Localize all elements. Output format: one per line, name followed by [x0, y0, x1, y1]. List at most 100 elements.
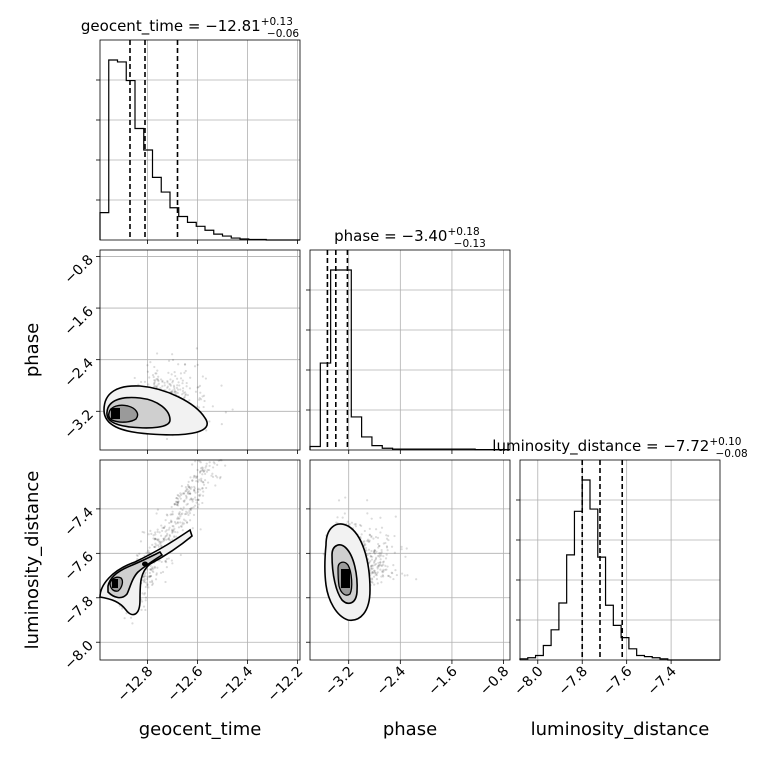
scatter-point: [202, 481, 205, 484]
scatter-point: [191, 479, 194, 482]
scatter-point: [379, 558, 382, 561]
scatter-point: [202, 470, 206, 473]
scatter-point: [202, 470, 205, 473]
scatter-point: [175, 386, 179, 389]
contour-peak: [111, 408, 120, 419]
scatter-point: [154, 546, 157, 549]
scatter-point: [372, 575, 376, 578]
scatter-point: [200, 477, 203, 480]
scatter-point: [156, 384, 159, 387]
scatter-point: [164, 560, 167, 563]
scatter-point: [186, 483, 190, 486]
scatter-point: [173, 527, 176, 530]
scatter-point: [144, 596, 148, 599]
scatter-point: [166, 514, 169, 517]
scatter-point: [167, 538, 171, 541]
scatter-point: [168, 521, 171, 525]
scatter-point: [171, 379, 175, 382]
scatter-point: [149, 568, 153, 571]
scatter-point: [177, 526, 181, 529]
scatter-point: [199, 398, 203, 401]
scatter-point: [337, 499, 341, 502]
scatter-point: [186, 490, 190, 494]
scatter-point: [165, 561, 168, 564]
scatter-point: [181, 529, 184, 532]
scatter-point: [384, 568, 387, 571]
scatter-point: [170, 559, 173, 562]
scatter-point: [385, 553, 388, 556]
scatter-point: [373, 551, 376, 554]
scatter-point: [183, 522, 186, 525]
scatter-point: [179, 388, 182, 391]
scatter-point: [385, 546, 389, 549]
scatter-point: [197, 490, 200, 493]
scatter-point: [370, 534, 373, 538]
scatter-point: [175, 501, 178, 504]
scatter-point: [195, 501, 198, 504]
scatter-point: [180, 393, 184, 396]
scatter-point: [197, 498, 200, 501]
scatter-point: [387, 538, 390, 542]
x-tick-label-geocent_time: −12.6: [165, 663, 207, 705]
scatter-point: [198, 460, 201, 463]
scatter-point: [371, 578, 374, 581]
scatter-point: [389, 576, 392, 579]
scatter-point: [214, 474, 218, 477]
scatter-point: [196, 468, 199, 472]
scatter-point: [177, 494, 180, 497]
scatter-point: [141, 578, 144, 582]
scatter-point: [189, 508, 193, 512]
scatter-point: [365, 549, 368, 552]
scatter-point: [195, 347, 198, 350]
scatter-point: [143, 579, 146, 582]
scatter-point: [171, 538, 174, 541]
scatter-point: [158, 541, 161, 544]
scatter-point: [374, 573, 377, 576]
scatter-point: [210, 474, 213, 477]
scatter-point: [144, 599, 147, 602]
scatter-point: [184, 519, 187, 522]
y-tick-label-luminosity_distance: −7.8: [61, 593, 96, 628]
scatter-point: [371, 581, 374, 584]
scatter-point: [205, 429, 208, 432]
scatter-point: [160, 544, 163, 547]
scatter-point: [196, 475, 199, 478]
scatter-point: [202, 483, 206, 486]
scatter-point: [390, 571, 393, 574]
scatter-point: [180, 525, 183, 528]
scatter-point: [194, 390, 198, 393]
scatter-point: [155, 372, 158, 375]
scatter-point: [153, 545, 156, 548]
scatter-point: [203, 469, 206, 472]
scatter-point: [213, 462, 216, 465]
scatter-point: [154, 578, 158, 581]
scatter-point: [159, 541, 163, 544]
scatter-point: [403, 574, 406, 577]
scatter-point: [197, 480, 200, 483]
scatter-point: [189, 519, 192, 522]
scatter-point: [354, 523, 357, 526]
scatter-point: [224, 411, 227, 414]
scatter-point: [186, 488, 189, 491]
scatter-point: [193, 489, 196, 492]
scatter-point: [165, 534, 169, 537]
scatter-point: [169, 378, 172, 381]
scatter-point: [144, 571, 147, 574]
scatter-point: [192, 476, 195, 479]
scatter-point: [176, 391, 179, 395]
scatter-point: [382, 563, 385, 566]
scatter-point: [212, 466, 215, 469]
scatter-point: [168, 539, 171, 542]
scatter-point: [380, 526, 384, 529]
scatter-point: [181, 512, 184, 515]
scatter-point: [368, 552, 371, 555]
scatter-point: [193, 485, 196, 488]
scatter-point: [198, 397, 201, 400]
scatter-point: [404, 555, 407, 558]
scatter-point: [370, 564, 373, 567]
scatter-point: [166, 381, 169, 384]
contours-luminosity-distance-vs-phase: [324, 523, 371, 621]
scatter-point: [202, 394, 206, 397]
scatter-point: [182, 518, 186, 521]
scatter-point: [392, 564, 395, 567]
